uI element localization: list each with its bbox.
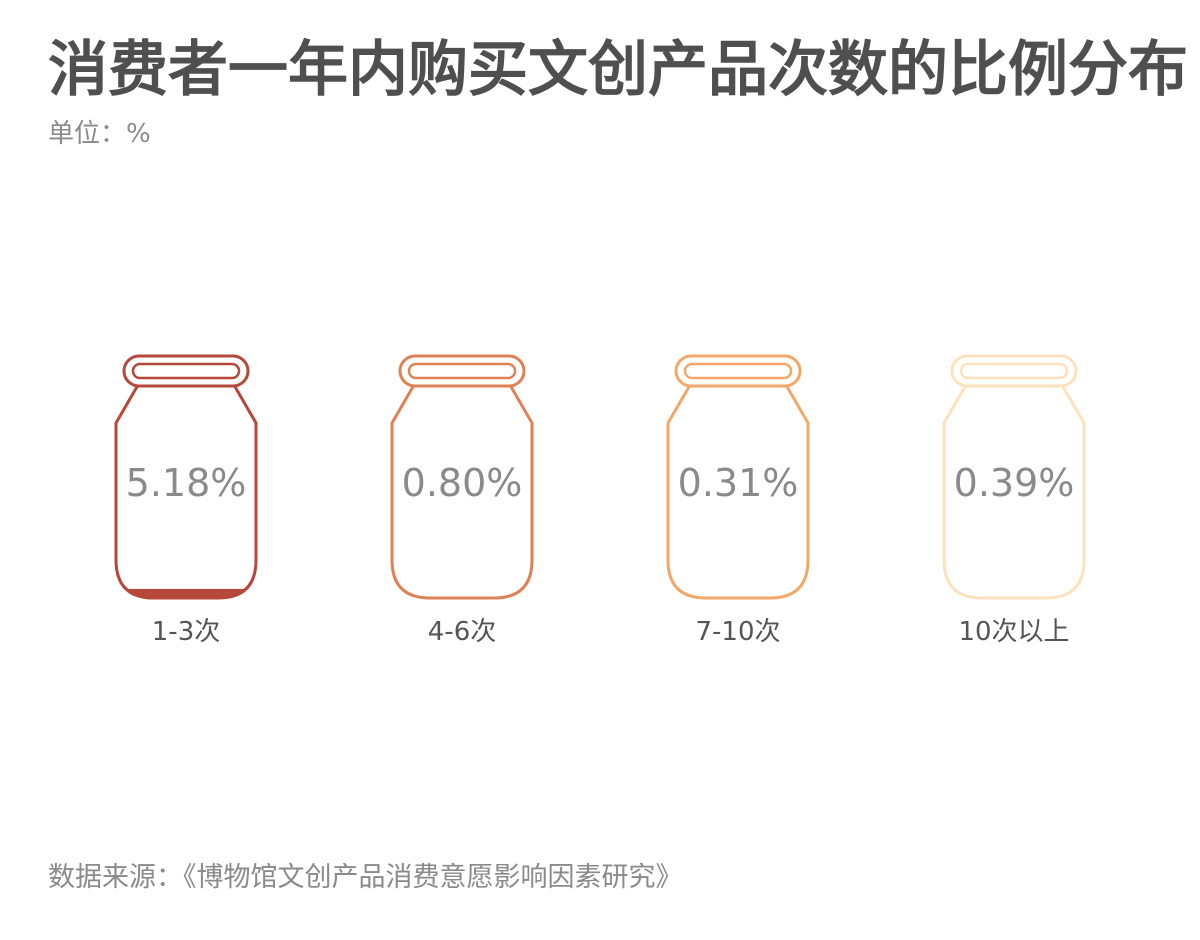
jar-cap-2 bbox=[398, 354, 526, 388]
value-label-3: 0.31% bbox=[678, 461, 799, 505]
chart-title: 消费者一年内购买文创产品次数的比例分布 bbox=[48, 35, 1188, 105]
value-label-2: 0.80% bbox=[402, 461, 523, 505]
category-label-3: 7-10次 bbox=[695, 617, 780, 647]
unit-label: 单位：% bbox=[48, 119, 151, 149]
jar-body-1 bbox=[114, 383, 258, 600]
jar-cap-inner-2 bbox=[407, 362, 517, 380]
jar-cap-inner-4 bbox=[959, 362, 1069, 380]
data-source: 数据来源：《博物馆文创产品消费意愿影响因素研究》 bbox=[48, 862, 683, 893]
jars-layer: 5.18% 1-3次 0.80% 4-6次 0.31% 7-10次 0.39% 10次以上 bbox=[114, 354, 1086, 647]
jar-1: 5.18% 1-3次 bbox=[114, 354, 258, 647]
jar-cap-inner-1 bbox=[131, 362, 241, 380]
jar-body-2 bbox=[390, 383, 534, 600]
jar-cap-1 bbox=[122, 354, 250, 388]
jar-3: 0.31% 7-10次 bbox=[666, 354, 810, 647]
value-label-1: 5.18% bbox=[126, 461, 247, 505]
jar-cap-inner-3 bbox=[683, 362, 793, 380]
category-label-4: 10次以上 bbox=[958, 617, 1069, 647]
value-label-4: 0.39% bbox=[954, 461, 1075, 505]
jar-cap-4 bbox=[950, 354, 1078, 388]
jar-4: 0.39% 10次以上 bbox=[942, 354, 1086, 647]
jar-body-4 bbox=[942, 383, 1086, 600]
jar-body-3 bbox=[666, 383, 810, 600]
jar-fill-1 bbox=[116, 588, 256, 598]
jar-2: 0.80% 4-6次 bbox=[390, 354, 534, 647]
jar-cap-3 bbox=[674, 354, 802, 388]
category-label-2: 4-6次 bbox=[428, 617, 496, 647]
category-label-1: 1-3次 bbox=[152, 617, 220, 647]
